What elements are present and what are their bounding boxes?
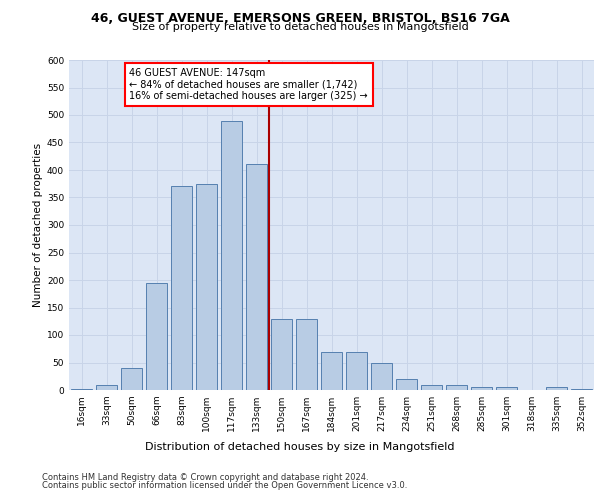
Bar xyxy=(346,352,367,390)
Bar xyxy=(246,164,267,390)
Bar xyxy=(496,387,517,390)
Bar xyxy=(371,362,392,390)
Bar xyxy=(296,318,317,390)
Text: Distribution of detached houses by size in Mangotsfield: Distribution of detached houses by size … xyxy=(145,442,455,452)
Bar xyxy=(196,184,217,390)
Bar xyxy=(446,384,467,390)
Bar xyxy=(321,352,342,390)
Bar xyxy=(121,368,142,390)
Text: Size of property relative to detached houses in Mangotsfield: Size of property relative to detached ho… xyxy=(131,22,469,32)
Bar xyxy=(471,387,492,390)
Bar xyxy=(171,186,192,390)
Bar xyxy=(396,379,417,390)
Text: 46 GUEST AVENUE: 147sqm
← 84% of detached houses are smaller (1,742)
16% of semi: 46 GUEST AVENUE: 147sqm ← 84% of detache… xyxy=(130,68,368,102)
Bar xyxy=(96,384,117,390)
Text: 46, GUEST AVENUE, EMERSONS GREEN, BRISTOL, BS16 7GA: 46, GUEST AVENUE, EMERSONS GREEN, BRISTO… xyxy=(91,12,509,26)
Text: Contains public sector information licensed under the Open Government Licence v3: Contains public sector information licen… xyxy=(42,482,407,490)
Bar xyxy=(421,384,442,390)
Bar xyxy=(571,389,592,390)
Bar xyxy=(221,120,242,390)
Text: Contains HM Land Registry data © Crown copyright and database right 2024.: Contains HM Land Registry data © Crown c… xyxy=(42,472,368,482)
Y-axis label: Number of detached properties: Number of detached properties xyxy=(33,143,43,307)
Bar xyxy=(271,318,292,390)
Bar xyxy=(146,283,167,390)
Bar xyxy=(546,387,567,390)
Bar xyxy=(71,389,92,390)
